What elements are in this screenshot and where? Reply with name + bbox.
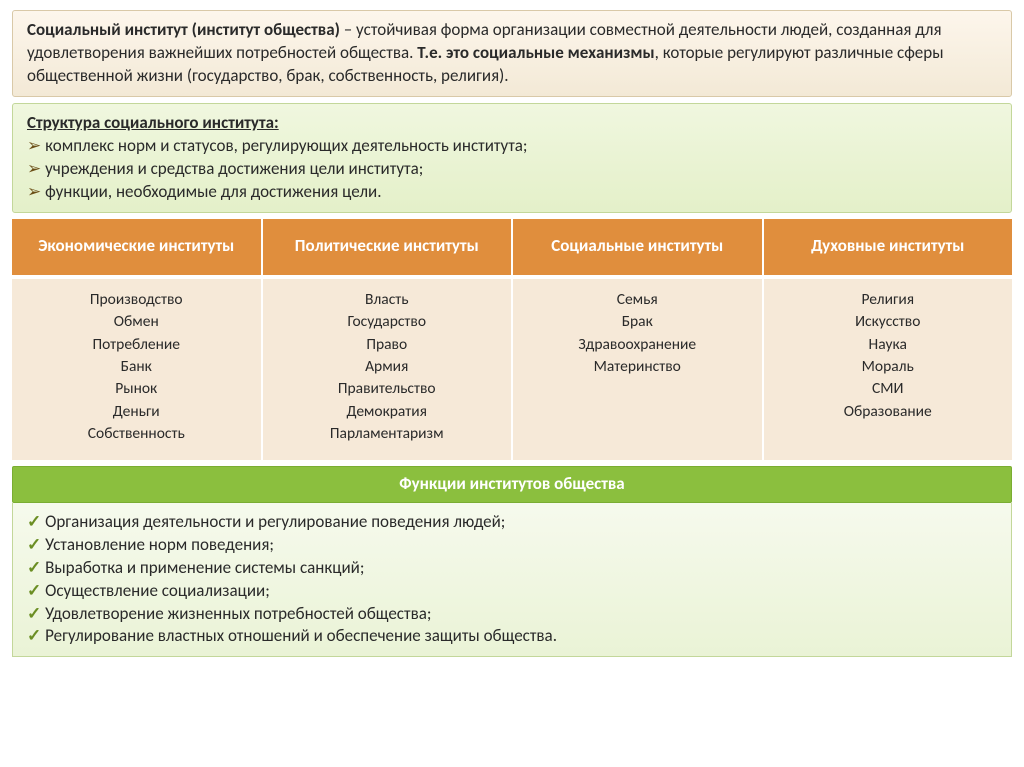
functions-panel: Организация деятельности и регулирование… bbox=[12, 503, 1012, 658]
table-body-row: ПроизводствоОбменПотреблениеБанкРынокДен… bbox=[12, 279, 1012, 460]
table-header: Политические институты bbox=[263, 219, 514, 275]
table-header-row: Экономические институты Политические инс… bbox=[12, 219, 1012, 275]
table-cell: ВластьГосударствоПравоАрмияПравительство… bbox=[263, 279, 514, 460]
structure-item: комплекс норм и статусов, регулирующих д… bbox=[27, 135, 997, 158]
functions-item: Удовлетворение жизненных потребностей об… bbox=[27, 603, 997, 626]
functions-item: Выработка и применение системы санкций; bbox=[27, 557, 997, 580]
functions-item: Организация деятельности и регулирование… bbox=[27, 511, 997, 534]
table-header: Духовные институты bbox=[764, 219, 1013, 275]
structure-item: учреждения и средства достижения цели ин… bbox=[27, 158, 997, 181]
definition-text-2: Т.е. это социальные механизмы bbox=[417, 42, 654, 63]
table-header: Экономические институты bbox=[12, 219, 263, 275]
structure-item: функции, необходимые для достижения цели… bbox=[27, 181, 997, 204]
table-cell: СемьяБракЗдравоохранениеМатеринство bbox=[513, 279, 764, 460]
functions-item: Установление норм поведения; bbox=[27, 534, 997, 557]
functions-item: Осуществление социализации; bbox=[27, 580, 997, 603]
functions-list: Организация деятельности и регулирование… bbox=[27, 511, 997, 649]
structure-heading: Структура социального института: bbox=[27, 112, 997, 135]
structure-list: комплекс норм и статусов, регулирующих д… bbox=[27, 135, 997, 204]
functions-item: Регулирование властных отношений и обесп… bbox=[27, 625, 997, 648]
table-header: Социальные институты bbox=[513, 219, 764, 275]
functions-heading: Функции институтов общества bbox=[12, 466, 1012, 503]
definition-title: Социальный институт (институт общества) bbox=[27, 19, 340, 40]
institutes-table: Экономические институты Политические инс… bbox=[12, 219, 1012, 460]
structure-panel: Структура социального института: комплек… bbox=[12, 103, 1012, 213]
table-cell: ПроизводствоОбменПотреблениеБанкРынокДен… bbox=[12, 279, 263, 460]
definition-panel: Социальный институт (институт общества) … bbox=[12, 10, 1012, 97]
table-cell: РелигияИскусствоНаукаМоральСМИОбразовани… bbox=[764, 279, 1013, 460]
